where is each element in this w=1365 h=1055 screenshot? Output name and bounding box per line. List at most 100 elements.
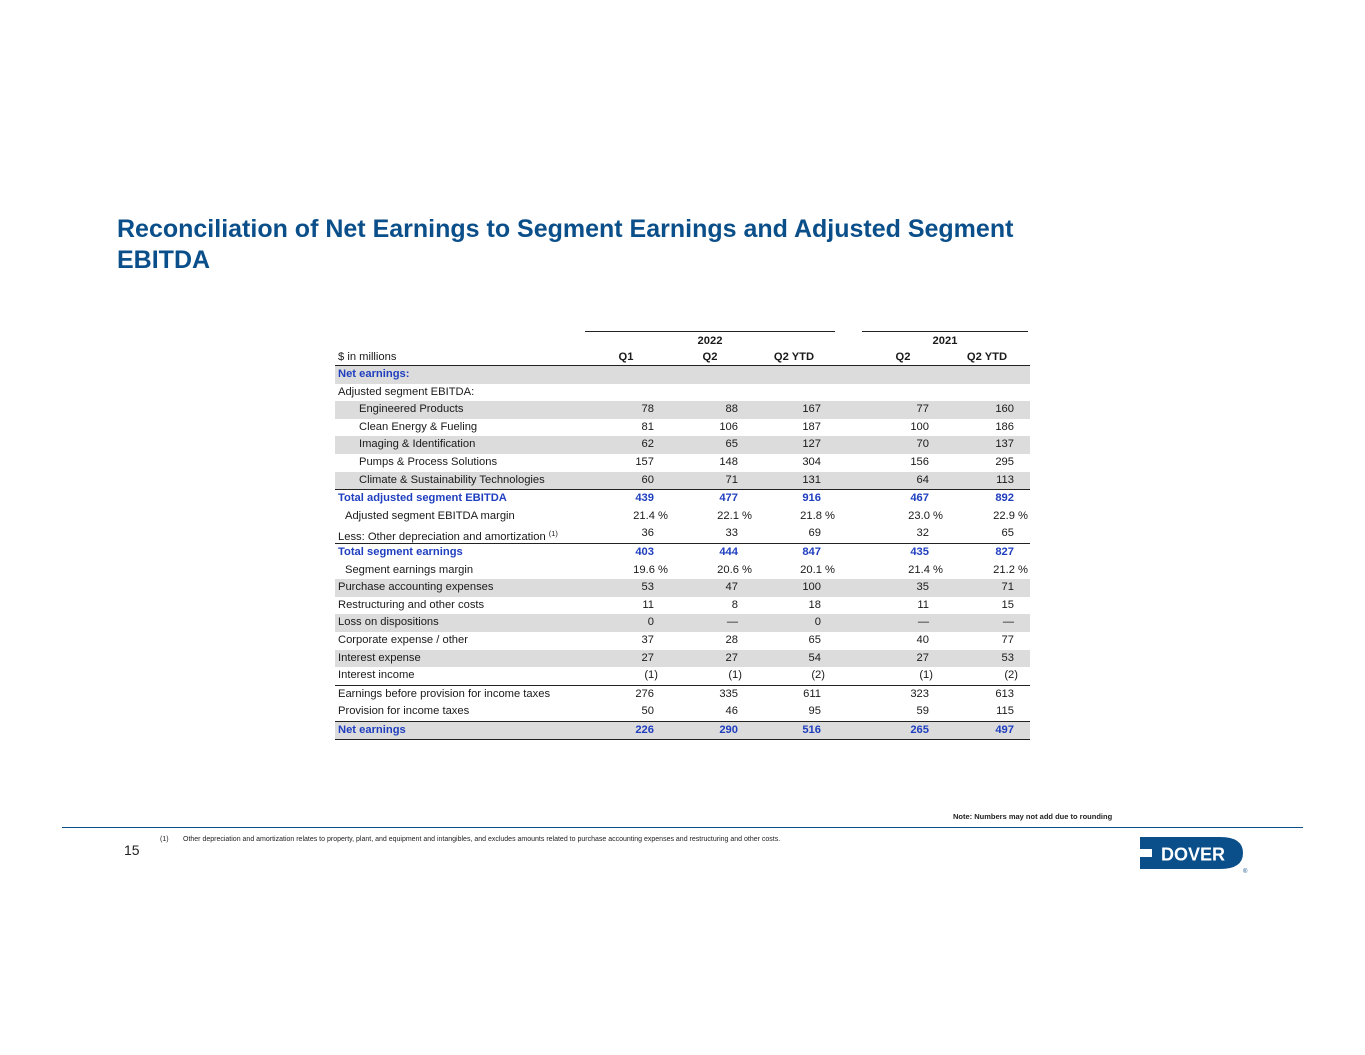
row-label-text: Pumps & Process Solutions: [359, 455, 498, 468]
table-row: Interest expense 27 27 54 27 53: [335, 649, 1030, 668]
cell-value: 497: [995, 723, 1014, 736]
table-row: Adjusted segment EBITDA margin 21.4 % 22.1…: [335, 508, 1030, 526]
table-year-header: 2022 2021: [335, 331, 1030, 349]
table-column-header: $ in millions Q1 Q2 Q2 YTD Q2 Q2 YTD: [335, 349, 1030, 367]
row-label: Interest income: [338, 667, 414, 685]
table-row: Loss on dispositions 0 — 0 — —: [335, 614, 1030, 632]
cell-value: 477: [719, 492, 738, 505]
cell-value: 113: [996, 473, 1014, 486]
cell-value: 21.8 %: [800, 509, 835, 522]
table-row: Corporate expense / other 37 28 65 40 77: [335, 632, 1030, 650]
footnote-number: (1): [160, 836, 169, 843]
cell-value: 137: [995, 438, 1014, 451]
cell-value: 33: [725, 527, 738, 540]
row-label-text: Purchase accounting expenses: [338, 581, 494, 594]
year-2021-label: 2021: [862, 331, 1028, 349]
table-row: Interest income (1) (1) (2) (1) (2): [335, 667, 1030, 685]
row-label-text: Clean Energy & Fueling: [359, 420, 478, 433]
cell-value: 22.1 %: [717, 509, 752, 522]
row-label: Net earnings:: [338, 366, 410, 384]
cell-value: 18: [808, 598, 821, 611]
logo-shape: [1140, 837, 1243, 869]
cell-value: 71: [1001, 581, 1014, 594]
table-row: Total segment earnings 403 444 847 435 827: [335, 542, 1030, 562]
table-row: Climate & Sustainability Technologies 60 7…: [335, 471, 1030, 490]
cell-value: 65: [808, 633, 821, 646]
cell-value: 21.2 %: [993, 563, 1028, 576]
cell-value: 59: [916, 705, 929, 718]
col-header: Q2: [702, 351, 718, 363]
row-label-text: Adjusted segment EBITDA margin: [345, 509, 515, 522]
cell-value: 444: [719, 545, 738, 558]
row-label: Adjusted segment EBITDA:: [338, 384, 474, 402]
cell-value: 8: [731, 598, 738, 611]
cell-value: 11: [642, 598, 654, 611]
cell-value: 276: [635, 687, 654, 700]
cell-value: 892: [995, 492, 1014, 505]
col-header: Q2 YTD: [773, 351, 815, 363]
row-label-text: Imaging & Identification: [359, 438, 476, 451]
row-label: Clean Energy & Fueling: [359, 419, 477, 437]
cell-value: 157: [635, 455, 654, 468]
cell-value: 106: [719, 420, 738, 433]
cell-value: 78: [641, 403, 654, 416]
cell-value: 304: [802, 455, 821, 468]
row-label: Restructuring and other costs: [338, 597, 484, 615]
table-row: Net earnings:: [335, 366, 1030, 384]
row-label-text: Climate & Sustainability Technologies: [359, 473, 545, 486]
cell-value: 53: [1001, 651, 1014, 664]
cell-value: 613: [995, 687, 1014, 700]
cell-value: 95: [808, 705, 821, 718]
cell-value: 611: [803, 687, 821, 700]
dover-logo: DOVER ®: [1140, 837, 1248, 875]
page-number: 15: [124, 842, 140, 858]
row-label: Loss on dispositions: [338, 614, 439, 632]
cell-value: 65: [725, 438, 738, 451]
cell-value: 69: [808, 527, 821, 540]
cell-value: 20.6 %: [717, 563, 752, 576]
row-label: Segment earnings margin: [345, 562, 473, 580]
cell-value: 156: [910, 455, 929, 468]
cell-value: 65: [1001, 527, 1014, 540]
table-row: Restructuring and other costs 11 8 18 11 15: [335, 597, 1030, 615]
row-label-text: Provision for income taxes: [338, 705, 470, 718]
units-label: $ in millions: [338, 351, 397, 363]
cell-value: 77: [916, 403, 929, 416]
col-header: Q1: [618, 351, 634, 363]
col-header: Q2: [895, 351, 911, 363]
row-label-text: Interest expense: [338, 651, 421, 664]
cell-value: 28: [725, 633, 738, 646]
cell-value: 226: [635, 723, 654, 736]
cell-value: 403: [635, 545, 654, 558]
cell-value: 64: [916, 473, 929, 486]
cell-value: 54: [808, 651, 821, 664]
row-label-text: Segment earnings margin: [345, 563, 474, 576]
row-label-text: Restructuring and other costs: [338, 598, 485, 611]
row-label-text: Net earnings: [338, 723, 406, 736]
table-row: Net earnings 226 290 516 265 497: [335, 720, 1030, 741]
table-row: Purchase accounting expenses 53 47 100 35 71: [335, 579, 1030, 597]
cell-value: 847: [802, 545, 821, 558]
table-row: Pumps & Process Solutions 157 148 304 156 295: [335, 454, 1030, 472]
col-header: Q2 YTD: [966, 351, 1008, 363]
cell-value: 100: [802, 581, 821, 594]
row-label: Net earnings: [338, 722, 406, 740]
cell-value: (2): [811, 669, 825, 682]
row-label-text: Earnings before provision for income tax…: [338, 687, 551, 700]
reconciliation-table: 2022 2021 $ in millions Q1 Q2 Q2 YTD Q2 …: [335, 331, 1030, 741]
row-label: Imaging & Identification: [359, 436, 475, 454]
cell-value: 11: [917, 598, 929, 611]
row-label: Purchase accounting expenses: [338, 579, 493, 597]
cell-value: 148: [719, 455, 738, 468]
cell-value: 62: [641, 438, 654, 451]
row-label-text: Loss on dispositions: [338, 616, 439, 629]
cell-value: 81: [641, 420, 654, 433]
cell-value: 265: [910, 723, 929, 736]
row-label-text: Interest income: [338, 669, 415, 682]
cell-value: 71: [725, 473, 738, 486]
cell-value: 36: [641, 527, 654, 540]
row-label: Adjusted segment EBITDA margin: [345, 508, 515, 526]
cell-value: 100: [910, 420, 929, 433]
cell-value: 127: [802, 438, 821, 451]
cell-value: 115: [996, 705, 1014, 718]
